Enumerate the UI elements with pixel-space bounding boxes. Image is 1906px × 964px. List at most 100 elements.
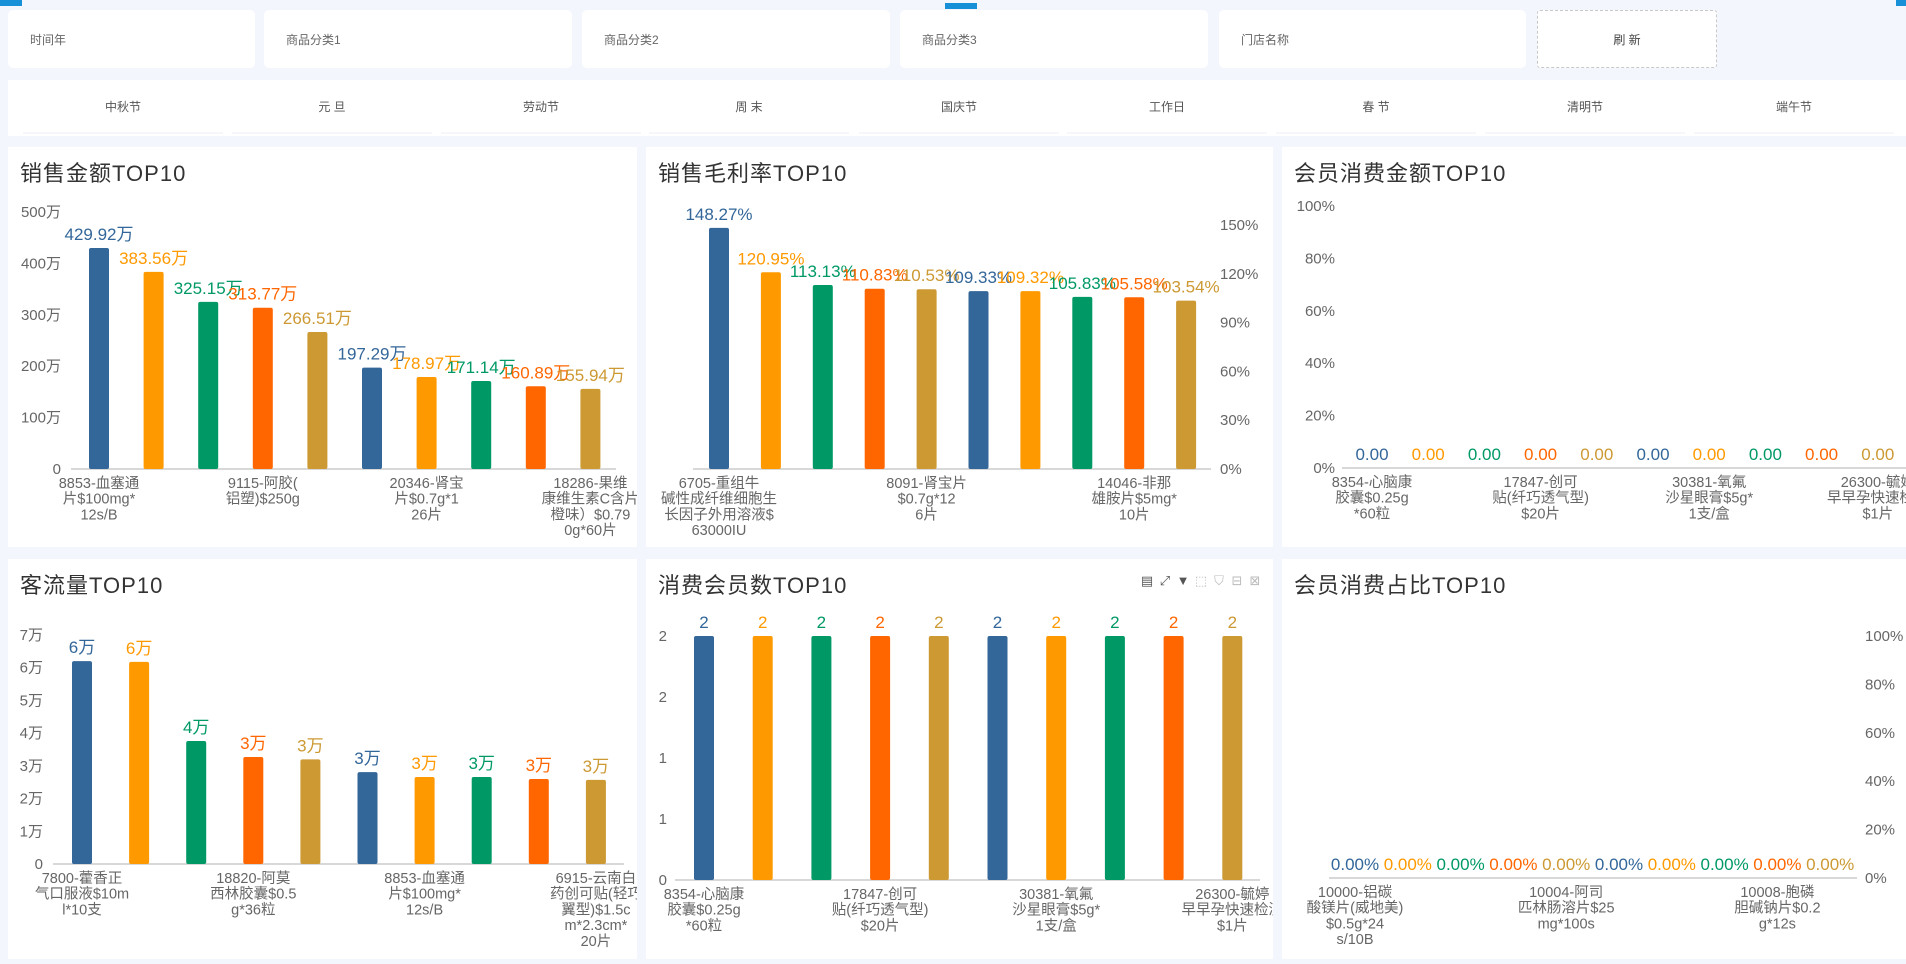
panel-title: 销售金额TOP10 bbox=[20, 161, 187, 186]
x-axis-label-line: 铝塑)$250g bbox=[226, 491, 300, 508]
holiday-new-year[interactable]: 元 旦 bbox=[232, 80, 432, 134]
holiday-qingming[interactable]: 清明节 bbox=[1485, 80, 1685, 134]
bar-value-label: 6万 bbox=[126, 639, 152, 658]
x-axis-label-line: 14046-非那 bbox=[1097, 475, 1171, 492]
holiday-workday[interactable]: 工作日 bbox=[1067, 80, 1267, 134]
bar bbox=[864, 288, 885, 469]
bar-value-label: 3万 bbox=[583, 757, 609, 776]
y-tick-label: 80% bbox=[1865, 676, 1895, 693]
y-tick-label: 500万 bbox=[21, 204, 61, 221]
x-axis-label-line: 翼型)$1.5c bbox=[561, 901, 630, 918]
bar bbox=[300, 759, 321, 864]
bar bbox=[1163, 636, 1184, 880]
year-filter[interactable]: 时间年 bbox=[8, 10, 255, 68]
year-filter-placeholder: 时间年 bbox=[30, 32, 67, 47]
y-tick-label: 20% bbox=[1865, 822, 1895, 839]
bar-value-label: 197.29万 bbox=[338, 345, 407, 364]
bar-value-label: 2 bbox=[1228, 613, 1237, 632]
x-axis-label-line: 片$100mg* bbox=[388, 886, 461, 903]
bar-value-label: 266.51万 bbox=[283, 309, 352, 328]
x-axis-label-line: 康维生素C含片 bbox=[542, 491, 637, 508]
holiday-national-day[interactable]: 国庆节 bbox=[859, 80, 1059, 134]
bar bbox=[72, 661, 92, 864]
traffic-top10-panel: 客流量TOP10 0 1万 2万 3万 4万 5万 6万 7万 6万 6万 4万 3万 3万 3万 3万 3万… bbox=[8, 559, 637, 959]
y-tick-label: 0% bbox=[1220, 461, 1242, 478]
x-axis-label-line: 30381-氧氟 bbox=[1672, 474, 1747, 491]
x-axis-label-line: mg*100s bbox=[1538, 916, 1595, 932]
sales-amount-top10-panel: 销售金额TOP10 0 100万 200万 300万 400万 500万 429.92万 38… bbox=[8, 147, 637, 547]
bar-value-label: 3万 bbox=[411, 754, 437, 773]
x-axis-label-line: 片$0.7g*1 bbox=[394, 491, 459, 508]
bar-value-label: 2 bbox=[1051, 613, 1060, 632]
x-axis-label-line: 长因子外用溶液$ bbox=[664, 506, 774, 523]
x-axis-label-line: 63000IU bbox=[692, 523, 747, 539]
panel-title: 会员消费金额TOP10 bbox=[1294, 161, 1507, 186]
bar-value-label: 0.00% bbox=[1595, 855, 1643, 874]
bar bbox=[143, 271, 164, 469]
bar-value-label: 2 bbox=[758, 613, 767, 632]
holiday-mid-autumn[interactable]: 中秋节 bbox=[23, 80, 223, 134]
member-spend-top10-panel: 会员消费金额TOP10 0% 20% 40% 60% 80% 100% 0.00 0.00 0.… bbox=[1282, 147, 1906, 547]
x-axis-label: 18286-果维康维生素C含片橙味）$0.79 0g*60片 bbox=[542, 475, 637, 539]
holiday-weekend[interactable]: 周 末 bbox=[649, 80, 849, 134]
x-axis-label-line: 10片 bbox=[1119, 506, 1150, 523]
bar-value-label: 3万 bbox=[240, 734, 266, 753]
filter-icon[interactable]: ▼ bbox=[1176, 573, 1190, 588]
rect-select-icon[interactable]: ⬚ bbox=[1194, 573, 1208, 588]
y-tick-label: 3万 bbox=[20, 758, 43, 775]
bar-value-label: 109.32% bbox=[997, 268, 1064, 287]
x-axis-label: 8354-心脑康胶囊$0.25g *60粒 bbox=[664, 886, 745, 934]
x-axis-label-line: 26片 bbox=[411, 506, 442, 523]
y-tick-label: 150% bbox=[1220, 217, 1258, 234]
bar-value-label: 110.53% bbox=[894, 266, 960, 285]
category1-filter-placeholder: 商品分类1 bbox=[286, 32, 341, 47]
bar-value-label: 0.00 bbox=[1805, 445, 1838, 464]
bar-value-label: 2 bbox=[934, 613, 943, 632]
x-axis-label-line: 18820-阿莫 bbox=[216, 870, 290, 887]
bar-value-label: 2 bbox=[993, 613, 1002, 632]
x-axis-label: 6705-重组牛碱性成纤维细胞生长因子外用溶液$ 63000IU bbox=[661, 475, 777, 539]
bar bbox=[812, 284, 833, 469]
y-tick-label: 0% bbox=[1313, 460, 1335, 477]
y-tick-label: 2万 bbox=[20, 791, 43, 808]
bar-value-label: 313.77万 bbox=[228, 285, 297, 304]
keep-select-icon[interactable]: ⊟ bbox=[1231, 573, 1243, 588]
x-axis-label-line: 6915-云南白 bbox=[556, 870, 637, 887]
x-axis-label-line: 17847-创可 bbox=[1504, 474, 1578, 491]
y-tick-label: 0% bbox=[1865, 870, 1887, 887]
store-filter[interactable]: 门店名称 bbox=[1219, 10, 1526, 68]
category2-filter-placeholder: 商品分类2 bbox=[604, 32, 659, 47]
clear-select-icon[interactable]: ⊠ bbox=[1249, 573, 1261, 588]
bar-value-label: 2 bbox=[1169, 613, 1178, 632]
holiday-labor-day[interactable]: 劳动节 bbox=[441, 80, 641, 134]
x-axis-label-line: 雄胺片$5mg* bbox=[1091, 491, 1177, 508]
bar bbox=[252, 307, 273, 469]
data-view-icon[interactable]: ▤ bbox=[1140, 573, 1154, 588]
refresh-button[interactable]: 刷 新 bbox=[1537, 10, 1717, 68]
x-axis-label-line: 17847-创可 bbox=[843, 886, 917, 903]
holiday-dragon-boat[interactable]: 端午节 bbox=[1694, 80, 1894, 134]
y-tick-label: 100% bbox=[1865, 628, 1903, 645]
x-axis-label: 26300-毓婷早早孕快速检测$1片 bbox=[1182, 886, 1273, 934]
holiday-spring-festival[interactable]: 春 节 bbox=[1276, 80, 1476, 134]
category1-filter[interactable]: 商品分类1 bbox=[264, 10, 572, 68]
y-tick-label: 1 bbox=[659, 750, 667, 767]
category2-filter[interactable]: 商品分类2 bbox=[582, 10, 890, 68]
x-axis-label-line: *60粒 bbox=[1354, 505, 1390, 522]
y-tick-label: 6万 bbox=[20, 660, 43, 677]
y-tick-label: 400万 bbox=[21, 255, 61, 272]
y-tick-label: 60% bbox=[1220, 363, 1250, 380]
bar bbox=[1124, 297, 1145, 469]
category3-filter[interactable]: 商品分类3 bbox=[900, 10, 1208, 68]
expand-icon[interactable]: ⤢ bbox=[1159, 573, 1171, 588]
x-axis-label-line: 酸镁片(威地美) bbox=[1307, 900, 1404, 917]
y-tick-label: 100% bbox=[1297, 198, 1335, 215]
bar-value-label: 0.00% bbox=[1384, 855, 1432, 874]
x-axis-label-line: 胆碱钠片$0.2 bbox=[1734, 900, 1820, 917]
x-axis-label: 7800-藿香正气口服液$10m l*10支 bbox=[35, 870, 129, 918]
x-axis-label-line: 早早孕快速检测 bbox=[1182, 902, 1273, 919]
bar-value-label: 0.00% bbox=[1648, 855, 1696, 874]
x-axis-label-line: $0.7g*12 bbox=[898, 492, 956, 508]
polygon-select-icon[interactable]: ⛉ bbox=[1214, 573, 1224, 588]
y-tick-label: 2 bbox=[659, 628, 667, 645]
